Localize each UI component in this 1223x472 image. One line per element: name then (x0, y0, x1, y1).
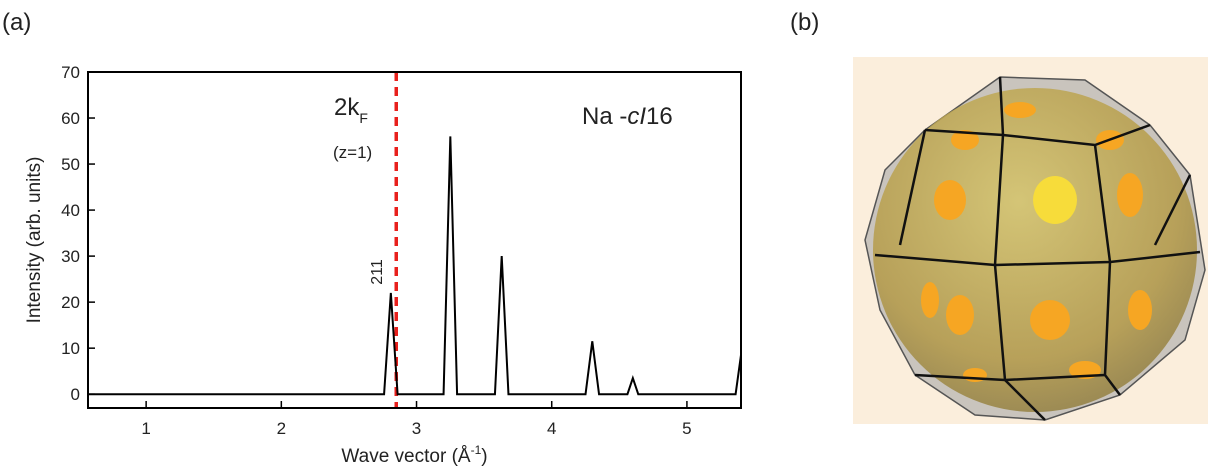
x-axis-label-text: Wave vector (Å (341, 446, 470, 467)
annotation: (z=1) (333, 143, 372, 162)
x-axis-label: Wave vector (Å-1) (341, 443, 487, 467)
y-tick-label: 0 (71, 385, 80, 404)
y-tick-label: 40 (61, 201, 80, 220)
plot-frame (87, 71, 742, 409)
x-axis-label-suffix: ) (481, 446, 487, 467)
illustration (853, 57, 1208, 424)
data-line (88, 136, 742, 396)
chart: 0 10 20 30 40 50 60 70 1 2 3 4 5 Wave vector (Å-1) Int… (24, 63, 742, 467)
panel-label: (a) (2, 9, 31, 36)
annotation-italic: cI (627, 103, 646, 130)
x-tick-label: 2 (277, 419, 286, 438)
y-axis-label: Intensity (arb. units) (24, 157, 45, 324)
annotation: 2kF (334, 94, 368, 126)
panel-label: (b) (790, 9, 819, 36)
edges (874, 76, 1201, 421)
y-tick-label: 50 (61, 155, 80, 174)
y-tick-label: 60 (61, 109, 80, 128)
y-tick-label: 20 (61, 293, 80, 312)
x-tick-label: 3 (412, 419, 421, 438)
peak-label: 211 (369, 259, 386, 285)
annotation-text: 2k (334, 94, 360, 121)
x-tick-label: 1 (141, 419, 150, 438)
x-tick-label: 4 (547, 419, 556, 438)
annotation-sub: F (359, 110, 368, 126)
y-tick-label: 30 (61, 247, 80, 266)
x-axis-label-sup: -1 (471, 443, 482, 457)
annotation: Na -cI16 (582, 103, 673, 130)
fermi-sphere (873, 88, 1197, 412)
annotation-text: 16 (646, 103, 673, 130)
contact-spots (921, 102, 1152, 382)
x-tick-label: 5 (682, 419, 691, 438)
annotation-text: Na - (582, 103, 627, 130)
y-tick-label: 70 (61, 63, 80, 82)
y-tick-label: 10 (61, 339, 80, 358)
